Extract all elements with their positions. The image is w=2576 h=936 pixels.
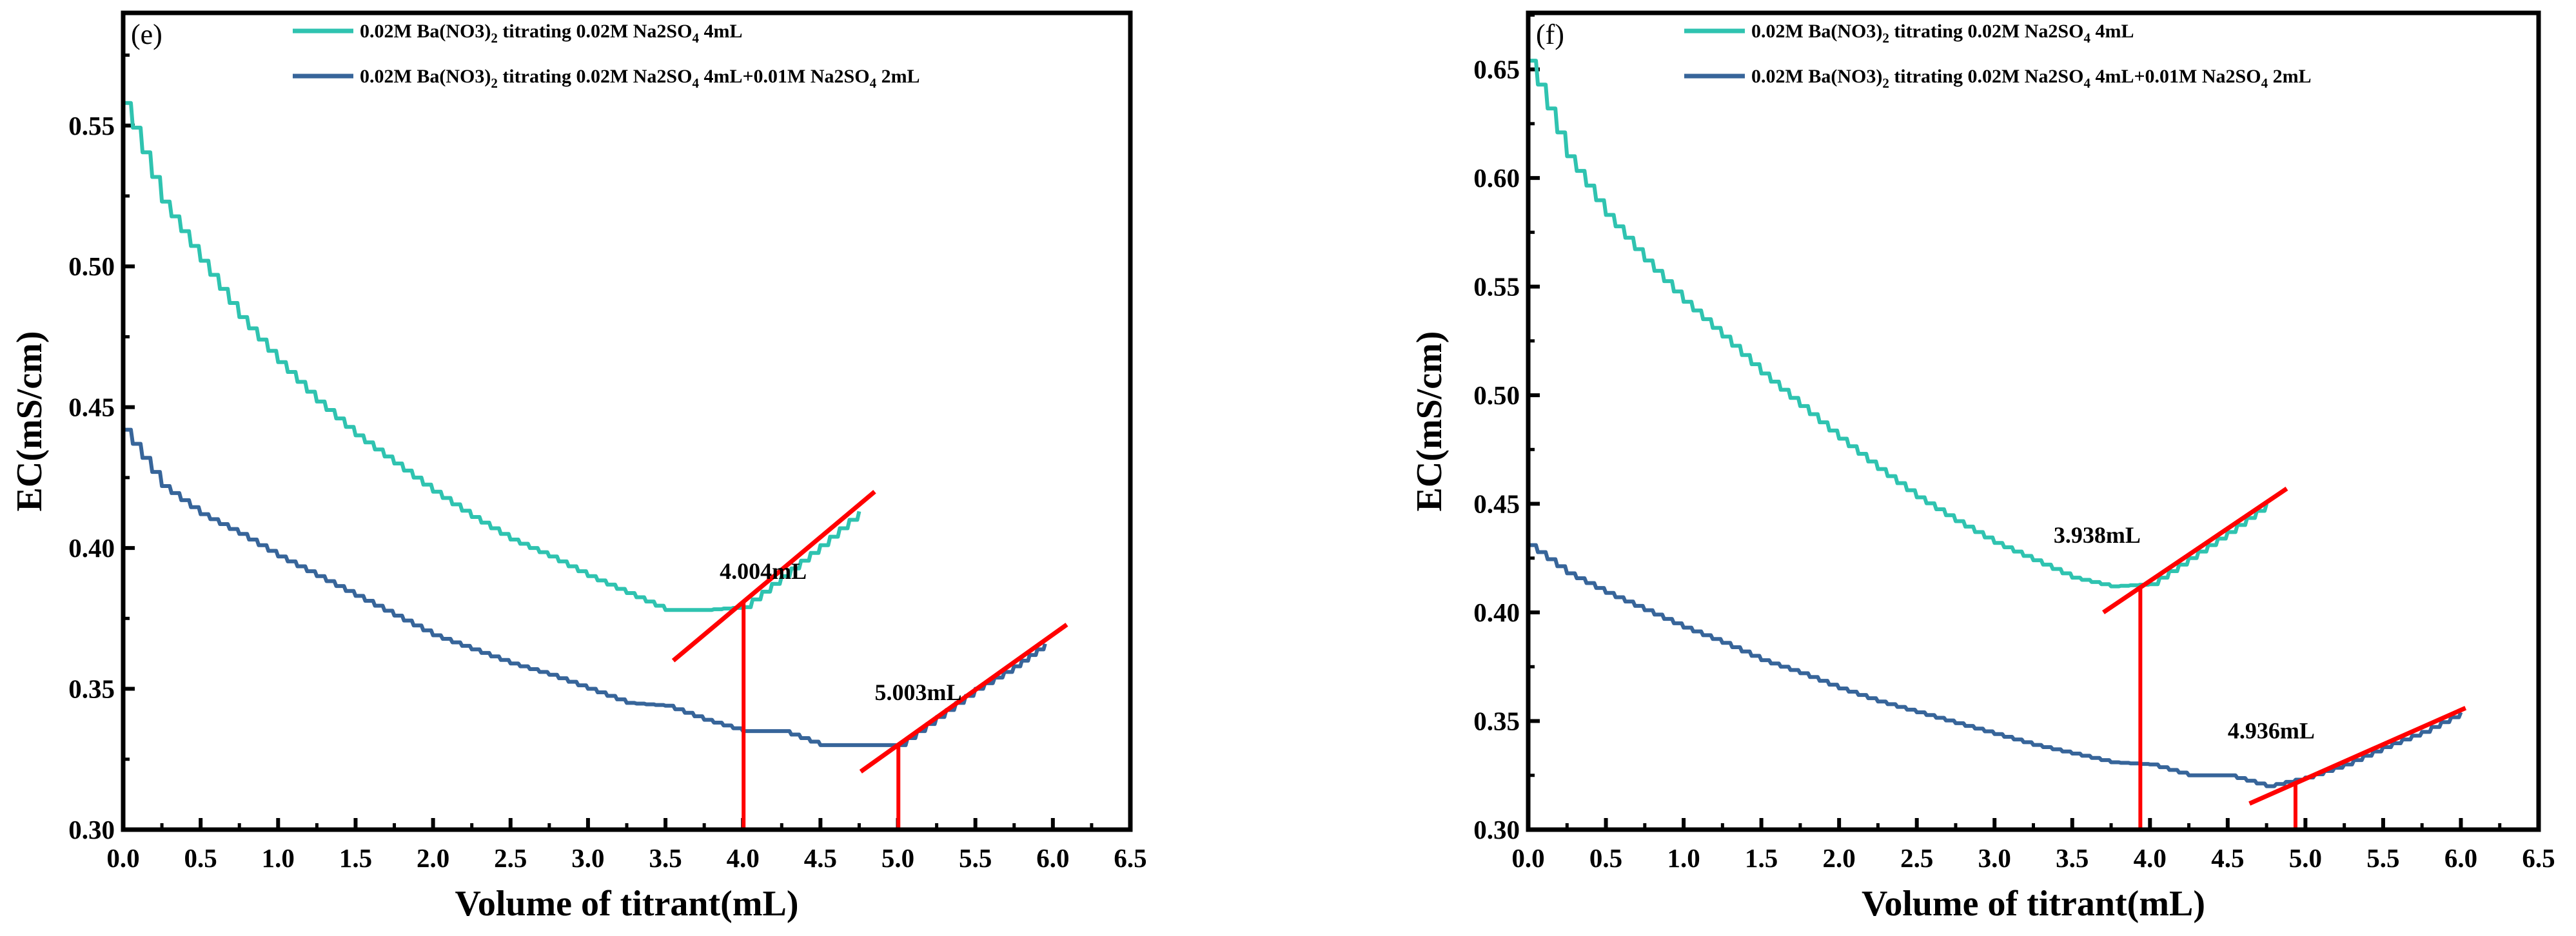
x-tick-label: 5.5	[959, 843, 992, 873]
y-tick-label: 0.35	[68, 674, 115, 704]
x-tick-label: 5.0	[2289, 843, 2322, 873]
legend-entry: 0.02M Ba(NO3)2 titrating 0.02M Na2SO4 4m…	[360, 66, 920, 91]
legend-entry: 0.02M Ba(NO3)2 titrating 0.02M Na2SO4 4m…	[360, 21, 742, 46]
panel-label: (e)	[131, 19, 162, 50]
chart-panel-e: 0.0 0.5 1.0 1.5 2.0 2.5 3.0 3.5 4.0 4.5 5.0 5.5 6.0 6…	[10, 10, 1147, 924]
endpoint-label: 3.938mL	[2054, 522, 2141, 548]
x-tick-label: 3.5	[649, 843, 682, 873]
x-tick-label: 2.0	[417, 843, 449, 873]
y-tick-label: 0.40	[68, 533, 115, 563]
x-tick-label: 1.0	[1667, 843, 1700, 873]
x-tick-label: 4.5	[804, 843, 837, 873]
x-tick-label: 6.0	[1036, 843, 1069, 873]
x-tick-label: 4.5	[2211, 843, 2244, 873]
y-tick-label: 0.55	[68, 111, 115, 141]
x-tick-label: 2.0	[1823, 843, 1856, 873]
x-tick-label: 6.0	[2444, 843, 2477, 873]
tangent-line	[859, 623, 1068, 774]
y-tick-label: 0.60	[1473, 163, 1520, 193]
x-tick-label: 0.5	[184, 843, 217, 873]
endpoint-label: 4.004mL	[720, 558, 807, 584]
series-line-2	[1528, 543, 2463, 788]
x-tick-label: 3.5	[2056, 843, 2089, 873]
y-tick-label: 0.45	[1473, 489, 1520, 519]
y-axis-title: EC(mS/cm)	[1410, 331, 1450, 512]
x-tick-label: 6.5	[2522, 843, 2555, 873]
x-tick-label: 0.5	[1589, 843, 1622, 873]
x-tick-label: 5.0	[881, 843, 914, 873]
endpoint-label: 5.003mL	[874, 679, 961, 705]
x-axis-title: Volume of titrant(mL)	[1862, 884, 2205, 924]
tangent-line	[2248, 706, 2467, 806]
tangent-line	[2102, 487, 2288, 614]
chart-panel-f: 0.0 0.5 1.0 1.5 2.0 2.5 3.0 3.5 4.0 4.5 5.0 5.5 6.0 6…	[1410, 10, 2555, 924]
x-axis-title: Volume of titrant(mL)	[455, 884, 799, 924]
x-tick-label: 5.5	[2366, 843, 2399, 873]
y-tick-label: 0.40	[1473, 598, 1520, 627]
y-tick-label: 0.65	[1473, 55, 1520, 84]
endpoint-label: 4.936mL	[2228, 717, 2315, 743]
x-tick-label: 4.0	[727, 843, 760, 873]
y-tick-label: 0.50	[1473, 380, 1520, 410]
series-line-1	[123, 101, 861, 612]
x-tick-label: 6.5	[1114, 843, 1146, 873]
legend: 0.02M Ba(NO3)2 titrating 0.02M Na2SO4 4m…	[293, 21, 920, 91]
y-tick-label: 0.45	[68, 393, 115, 422]
legend-entry: 0.02M Ba(NO3)2 titrating 0.02M Na2SO4 4m…	[1751, 66, 2312, 91]
x-tick-label: 4.0	[2134, 843, 2167, 873]
series-line-1	[1528, 59, 2269, 589]
legend: 0.02M Ba(NO3)2 titrating 0.02M Na2SO4 4m…	[1684, 21, 2312, 91]
x-tick-label: 1.5	[339, 843, 372, 873]
y-tick-label: 0.55	[1473, 272, 1520, 302]
plot-frame	[1526, 10, 2541, 832]
plot-frame	[121, 10, 1133, 832]
y-tick-label: 0.35	[1473, 707, 1520, 736]
x-tick-label: 3.0	[1978, 843, 2011, 873]
y-tick-label: 0.50	[68, 251, 115, 281]
x-tick-label: 0.0	[106, 843, 139, 873]
panel-label: (f)	[1536, 19, 1564, 50]
x-tick-label: 2.5	[494, 843, 527, 873]
y-tick-label: 0.30	[68, 815, 115, 844]
x-tick-label: 0.0	[1511, 843, 1544, 873]
x-tick-label: 1.5	[1745, 843, 1778, 873]
legend-entry: 0.02M Ba(NO3)2 titrating 0.02M Na2SO4 4m…	[1751, 21, 2134, 46]
x-tick-label: 2.5	[1900, 843, 1933, 873]
y-axis-title: EC(mS/cm)	[10, 331, 50, 512]
x-tick-label: 1.0	[262, 843, 295, 873]
y-tick-label: 0.30	[1473, 815, 1520, 844]
x-tick-label: 3.0	[571, 843, 604, 873]
tangent-line	[671, 490, 876, 663]
